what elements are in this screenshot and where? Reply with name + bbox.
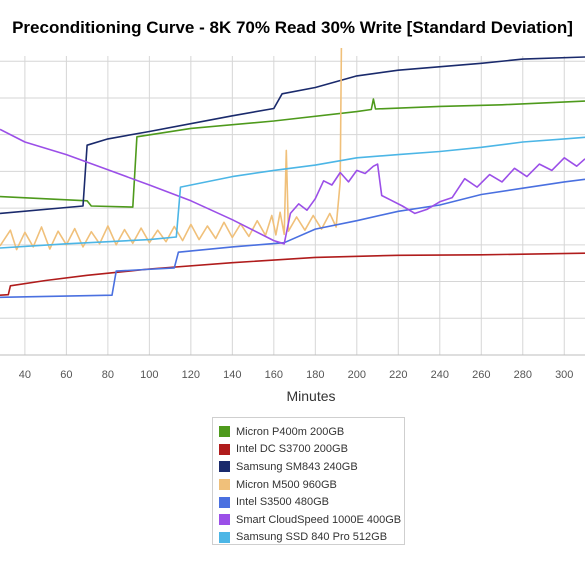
legend-swatch xyxy=(219,479,230,491)
legend: Micron P400m 200GB Intel DC S3700 200GB Sa… xyxy=(212,417,405,545)
series-line-5 xyxy=(0,178,585,299)
legend-swatch xyxy=(219,426,230,438)
series-lines xyxy=(0,48,585,299)
chart-title: Preconditioning Curve - 8K 70% Read 30% … xyxy=(12,18,573,37)
legend-item: Intel S3500 480GB xyxy=(219,493,404,511)
legend-label: Intel DC S3700 200GB xyxy=(236,443,348,456)
legend-label: Smart CloudSpeed 1000E 400GB xyxy=(236,513,402,526)
x-tick-label: 60 xyxy=(60,369,72,381)
legend-item: Samsung SM843 240GB xyxy=(219,458,404,476)
series-line-2 xyxy=(0,252,585,296)
x-tick-label: 40 xyxy=(19,369,31,381)
x-tick-label: 280 xyxy=(514,369,532,381)
series-line-6 xyxy=(0,128,585,245)
legend-label: Intel S3500 480GB xyxy=(236,496,329,509)
legend-item: Intel DC S3700 200GB xyxy=(219,441,404,459)
legend-swatch xyxy=(219,461,230,473)
x-tick-label: 260 xyxy=(472,369,490,381)
legend-item: Micron P400m 200GB xyxy=(219,423,404,441)
legend-item: Smart CloudSpeed 1000E 400GB xyxy=(219,511,404,529)
x-tick-label: 240 xyxy=(431,369,449,381)
legend-label: Micron P400m 200GB xyxy=(236,425,345,438)
x-axis-label: Minutes xyxy=(286,388,335,404)
x-tick-label: 300 xyxy=(555,369,573,381)
legend-swatch xyxy=(219,443,230,455)
series-line-7 xyxy=(0,136,585,249)
legend-label: Micron M500 960GB xyxy=(236,478,337,491)
series-line-4 xyxy=(0,48,343,251)
x-tick-label: 140 xyxy=(223,369,241,381)
x-tick-label: 220 xyxy=(389,369,407,381)
series-line-3 xyxy=(0,56,585,215)
legend-label: Samsung SSD 840 Pro 512GB xyxy=(236,531,388,544)
series-line-1 xyxy=(0,98,585,208)
legend-label: Samsung SM843 240GB xyxy=(236,460,358,473)
x-tick-label: 200 xyxy=(348,369,366,381)
legend-swatch xyxy=(219,496,230,508)
grid xyxy=(0,56,585,356)
x-tick-label: 80 xyxy=(102,369,114,381)
legend-swatch xyxy=(219,514,230,526)
x-tick-label: 100 xyxy=(140,369,158,381)
x-tick-label: 180 xyxy=(306,369,324,381)
x-tick-labels: 40 60 80 100 120 140 160 180 200 220 240 260 280 300 xyxy=(19,369,574,381)
x-tick-label: 160 xyxy=(265,369,283,381)
legend-item: Micron M500 960GB xyxy=(219,476,404,494)
legend-swatch xyxy=(219,531,230,543)
x-tick-label: 120 xyxy=(182,369,200,381)
legend-item: Samsung SSD 840 Pro 512GB xyxy=(219,529,404,547)
